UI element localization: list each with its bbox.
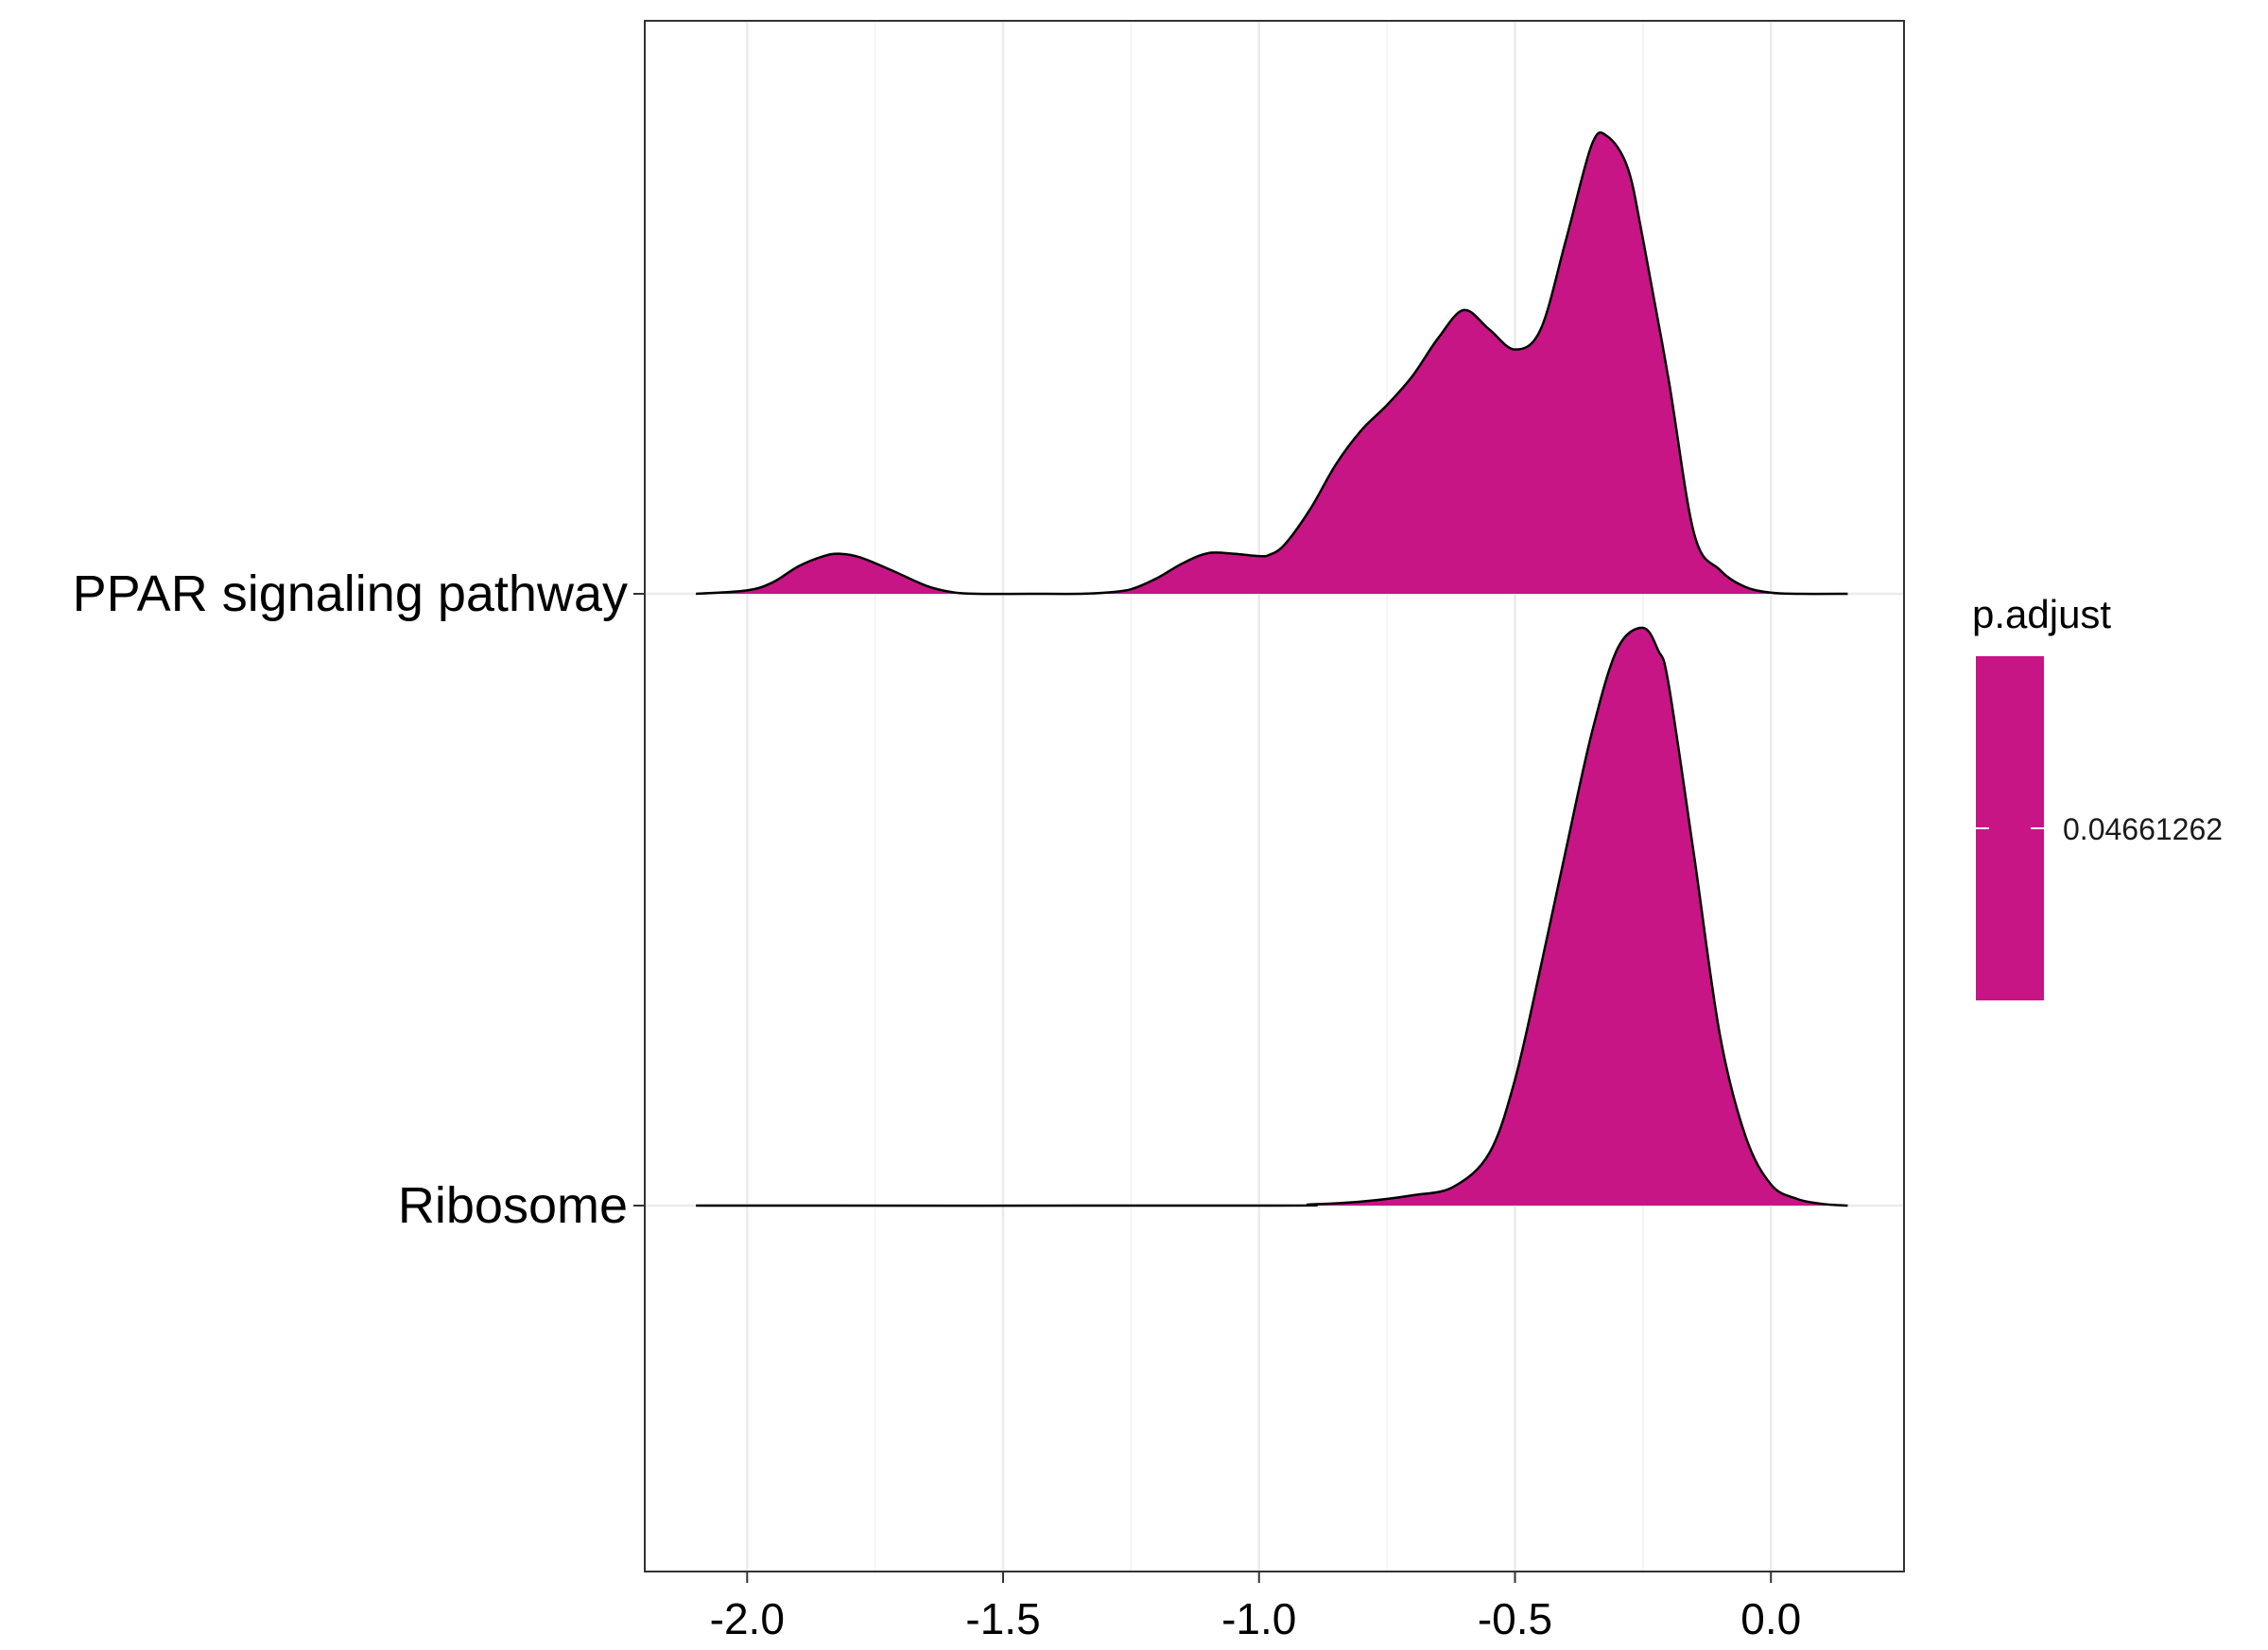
ridge-outline-ribosome (696, 626, 1848, 1207)
ridge-layer (696, 130, 1848, 1207)
ridge-fill-ppar-signaling-pathway (696, 132, 1848, 595)
ridge-outline-ppar-signaling-pathway (696, 130, 1848, 596)
panel-border (644, 20, 1905, 1572)
x-tick-label: 0.0 (1740, 1594, 1801, 1643)
x-tick-label: -0.5 (1478, 1594, 1552, 1643)
legend: p.adjust 0.04661262 (1972, 592, 2223, 1000)
x-tick-label: -1.0 (1221, 1594, 1296, 1643)
x-tick-label: -2.0 (710, 1594, 785, 1643)
ridge-fill-ribosome (696, 627, 1848, 1207)
axis-layer: -2.0 -1.5 -1.0 -0.5 0.0 PPAR signaling pathwa… (73, 565, 1802, 1643)
legend-value-label: 0.04661262 (2063, 812, 2223, 846)
legend-title: p.adjust (1972, 592, 2111, 636)
x-tick-label: -1.5 (965, 1594, 1040, 1643)
y-category-label: Ribosome (398, 1177, 628, 1234)
y-category-label: PPAR signaling pathway (73, 565, 628, 622)
